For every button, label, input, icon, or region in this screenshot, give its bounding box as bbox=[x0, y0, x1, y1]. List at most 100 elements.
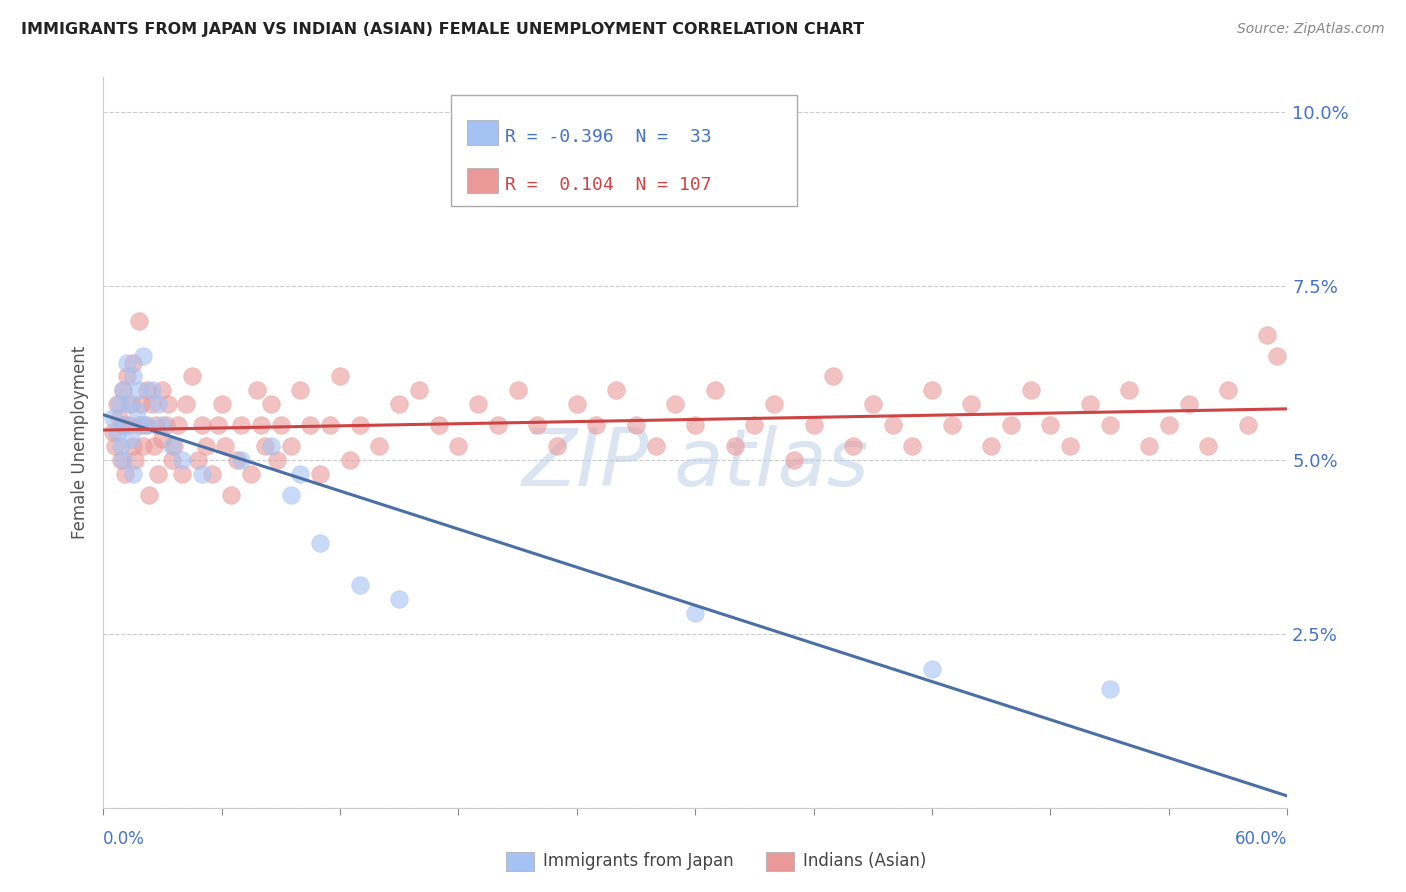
Point bbox=[108, 411, 131, 425]
Point bbox=[921, 661, 943, 675]
Point bbox=[565, 397, 588, 411]
Point bbox=[135, 384, 157, 398]
Point bbox=[201, 467, 224, 481]
Point bbox=[309, 536, 332, 550]
Point bbox=[101, 425, 124, 439]
Point bbox=[842, 439, 865, 453]
Point bbox=[174, 397, 197, 411]
Point bbox=[240, 467, 263, 481]
Text: Source: ZipAtlas.com: Source: ZipAtlas.com bbox=[1237, 22, 1385, 37]
Text: IMMIGRANTS FROM JAPAN VS INDIAN (ASIAN) FEMALE UNEMPLOYMENT CORRELATION CHART: IMMIGRANTS FROM JAPAN VS INDIAN (ASIAN) … bbox=[21, 22, 865, 37]
Point bbox=[644, 439, 666, 453]
Point bbox=[1019, 384, 1042, 398]
Point bbox=[246, 384, 269, 398]
Point bbox=[214, 439, 236, 453]
Point bbox=[120, 432, 142, 446]
Point bbox=[120, 397, 142, 411]
Point bbox=[1177, 397, 1199, 411]
Point bbox=[783, 453, 806, 467]
Point bbox=[683, 418, 706, 433]
Point bbox=[226, 453, 249, 467]
Point bbox=[280, 488, 302, 502]
Point bbox=[349, 418, 371, 433]
Point bbox=[703, 384, 725, 398]
Point bbox=[1265, 349, 1288, 363]
Point bbox=[260, 397, 283, 411]
Point bbox=[128, 314, 150, 328]
Point bbox=[1197, 439, 1219, 453]
Point bbox=[1157, 418, 1180, 433]
Point bbox=[408, 384, 430, 398]
Point bbox=[388, 397, 411, 411]
Point bbox=[148, 467, 170, 481]
Point bbox=[155, 418, 177, 433]
Point bbox=[1039, 418, 1062, 433]
Point bbox=[1078, 397, 1101, 411]
Point bbox=[253, 439, 276, 453]
Point bbox=[260, 439, 283, 453]
Point bbox=[250, 418, 273, 433]
Point bbox=[803, 418, 825, 433]
Point bbox=[148, 397, 170, 411]
Point bbox=[121, 467, 143, 481]
Point bbox=[664, 397, 686, 411]
Point bbox=[124, 453, 146, 467]
Point bbox=[163, 439, 186, 453]
Point bbox=[901, 439, 924, 453]
Point bbox=[115, 369, 138, 384]
Point bbox=[823, 369, 845, 384]
Point bbox=[1098, 682, 1121, 697]
Point bbox=[447, 439, 470, 453]
Point bbox=[111, 384, 134, 398]
Point bbox=[135, 418, 157, 433]
Point bbox=[114, 467, 136, 481]
Point bbox=[125, 404, 148, 418]
Point bbox=[526, 418, 548, 433]
Text: ZIP atlas: ZIP atlas bbox=[522, 425, 869, 503]
Point bbox=[129, 418, 152, 433]
Point bbox=[170, 453, 193, 467]
Point bbox=[683, 606, 706, 620]
Point bbox=[486, 418, 509, 433]
Point bbox=[882, 418, 904, 433]
Point bbox=[160, 439, 183, 453]
Point bbox=[181, 369, 204, 384]
Point bbox=[231, 453, 253, 467]
Point bbox=[388, 592, 411, 607]
Point bbox=[211, 397, 233, 411]
Point bbox=[1236, 418, 1258, 433]
Text: R = -0.396  N =  33: R = -0.396 N = 33 bbox=[505, 128, 711, 146]
Point bbox=[921, 384, 943, 398]
Point bbox=[145, 418, 167, 433]
Text: Indians (Asian): Indians (Asian) bbox=[803, 852, 927, 870]
Point bbox=[191, 467, 214, 481]
Point bbox=[157, 397, 180, 411]
Point bbox=[862, 397, 884, 411]
Point bbox=[467, 397, 489, 411]
Point bbox=[349, 578, 371, 592]
Point bbox=[141, 384, 163, 398]
Point bbox=[128, 384, 150, 398]
Point bbox=[309, 467, 332, 481]
Point bbox=[111, 384, 134, 398]
Point bbox=[1059, 439, 1081, 453]
Point bbox=[941, 418, 963, 433]
Point bbox=[1137, 439, 1160, 453]
Point bbox=[121, 355, 143, 369]
Text: Immigrants from Japan: Immigrants from Japan bbox=[543, 852, 734, 870]
Point bbox=[724, 439, 747, 453]
Point bbox=[339, 453, 361, 467]
Point bbox=[1098, 418, 1121, 433]
Point bbox=[104, 439, 127, 453]
Point bbox=[1118, 384, 1140, 398]
Point bbox=[110, 453, 132, 467]
Point bbox=[134, 418, 156, 433]
Point bbox=[141, 397, 163, 411]
Point bbox=[191, 418, 214, 433]
Point bbox=[128, 418, 150, 433]
Point bbox=[108, 397, 131, 411]
Point bbox=[167, 418, 190, 433]
Point bbox=[299, 418, 322, 433]
Point bbox=[605, 384, 627, 398]
Point bbox=[131, 349, 153, 363]
